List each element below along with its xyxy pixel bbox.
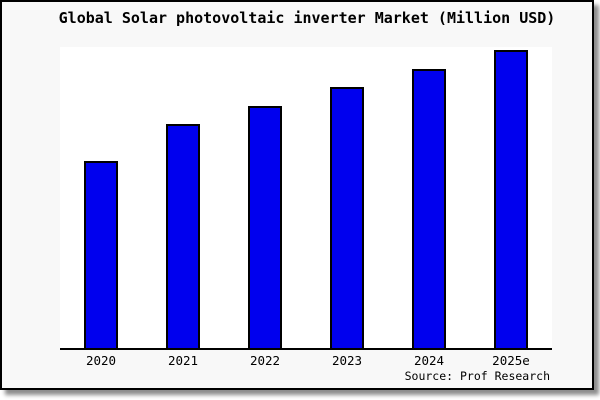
x-tick-label-2023: 2023 bbox=[331, 353, 363, 368]
bar-slot-2025e bbox=[470, 47, 552, 348]
bar-2020 bbox=[84, 161, 118, 348]
bar-slot-2020 bbox=[60, 47, 142, 348]
x-axis-tick-labels: 2020 2021 2022 2023 2024 2025e bbox=[60, 353, 552, 368]
plot-area bbox=[60, 47, 552, 350]
x-tick-label-2020: 2020 bbox=[85, 353, 117, 368]
bar-slot-2021 bbox=[142, 47, 224, 348]
bar-2024 bbox=[412, 69, 446, 348]
bar-2025e bbox=[494, 50, 528, 348]
x-tick-label-2025e: 2025e bbox=[492, 353, 530, 368]
bar-2022 bbox=[248, 106, 282, 348]
bar-slot-2022 bbox=[224, 47, 306, 348]
bars-container bbox=[60, 47, 552, 348]
bar-2021 bbox=[166, 124, 200, 348]
x-tick-label-2024: 2024 bbox=[413, 353, 445, 368]
x-tick-label-2022: 2022 bbox=[249, 353, 281, 368]
x-tick-label-2021: 2021 bbox=[167, 353, 199, 368]
chart-title: Global Solar photovoltaic inverter Marke… bbox=[58, 9, 556, 27]
source-label: Source: Prof Research bbox=[404, 369, 550, 383]
bar-slot-2023 bbox=[306, 47, 388, 348]
chart-frame: Global Solar photovoltaic inverter Marke… bbox=[0, 0, 594, 390]
bar-2023 bbox=[330, 87, 364, 348]
bar-slot-2024 bbox=[388, 47, 470, 348]
